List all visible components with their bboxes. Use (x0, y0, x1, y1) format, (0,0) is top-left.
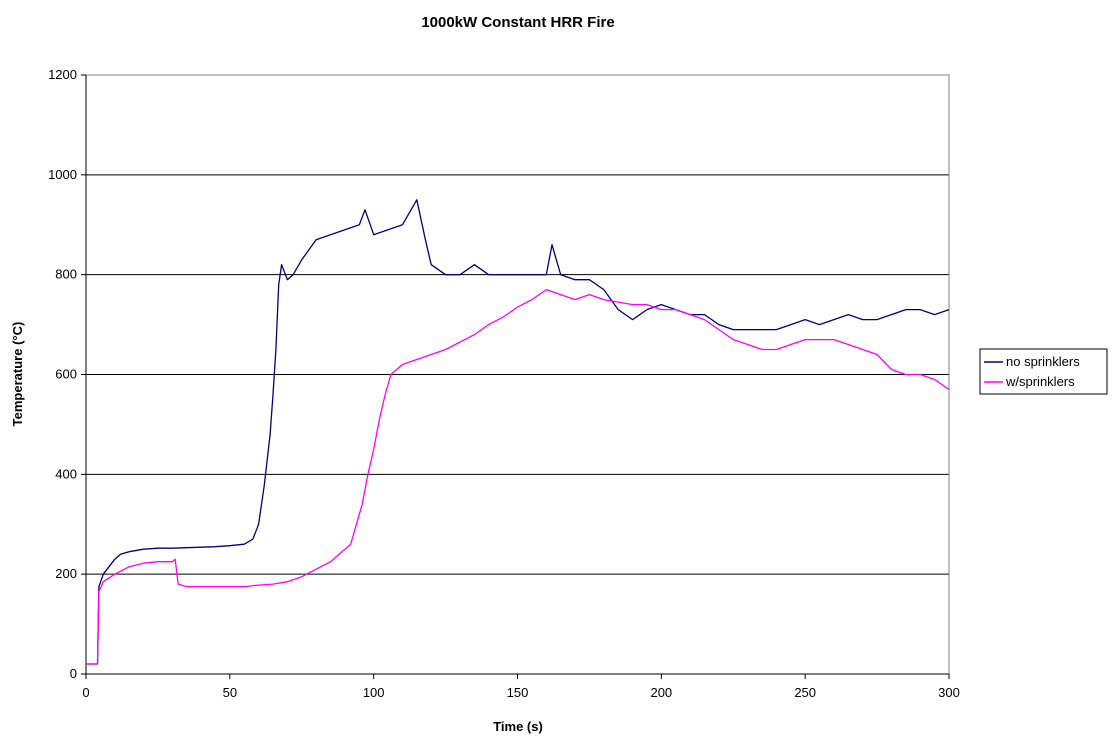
y-tick-label: 1000 (48, 167, 77, 182)
x-tick-label: 150 (507, 685, 529, 700)
x-tick-label: 100 (363, 685, 385, 700)
x-tick-label: 300 (938, 685, 960, 700)
y-tick-label: 600 (55, 367, 77, 382)
x-tick-label: 200 (650, 685, 672, 700)
legend-box (979, 348, 1108, 395)
y-axis-title: Temperature (°C) (10, 322, 25, 427)
legend-label-w-sprinklers: w/sprinklers (1005, 374, 1075, 389)
y-tick-label: 200 (55, 566, 77, 581)
x-tick-label: 0 (82, 685, 89, 700)
series-line-no-sprinklers (86, 199, 950, 665)
plot-area: 0 200 400 600 800 1000 1200 0 50 100 150 200 250 300 (48, 67, 960, 700)
x-tick-label: 50 (223, 685, 237, 700)
series-line-w-sprinklers (86, 288, 950, 665)
x-tick-label: 250 (794, 685, 816, 700)
y-tick-label: 400 (55, 466, 77, 481)
chart-title: 1000kW Constant HRR Fire (421, 14, 614, 31)
x-axis-title: Time (s) (493, 719, 543, 734)
y-tick-label: 1200 (48, 67, 77, 82)
legend-label-no-sprinklers: no sprinklers (1006, 354, 1080, 369)
y-tick-label: 0 (70, 666, 77, 681)
y-tick-label: 800 (55, 267, 77, 282)
legend: no sprinklers w/sprinklers (979, 348, 1108, 395)
